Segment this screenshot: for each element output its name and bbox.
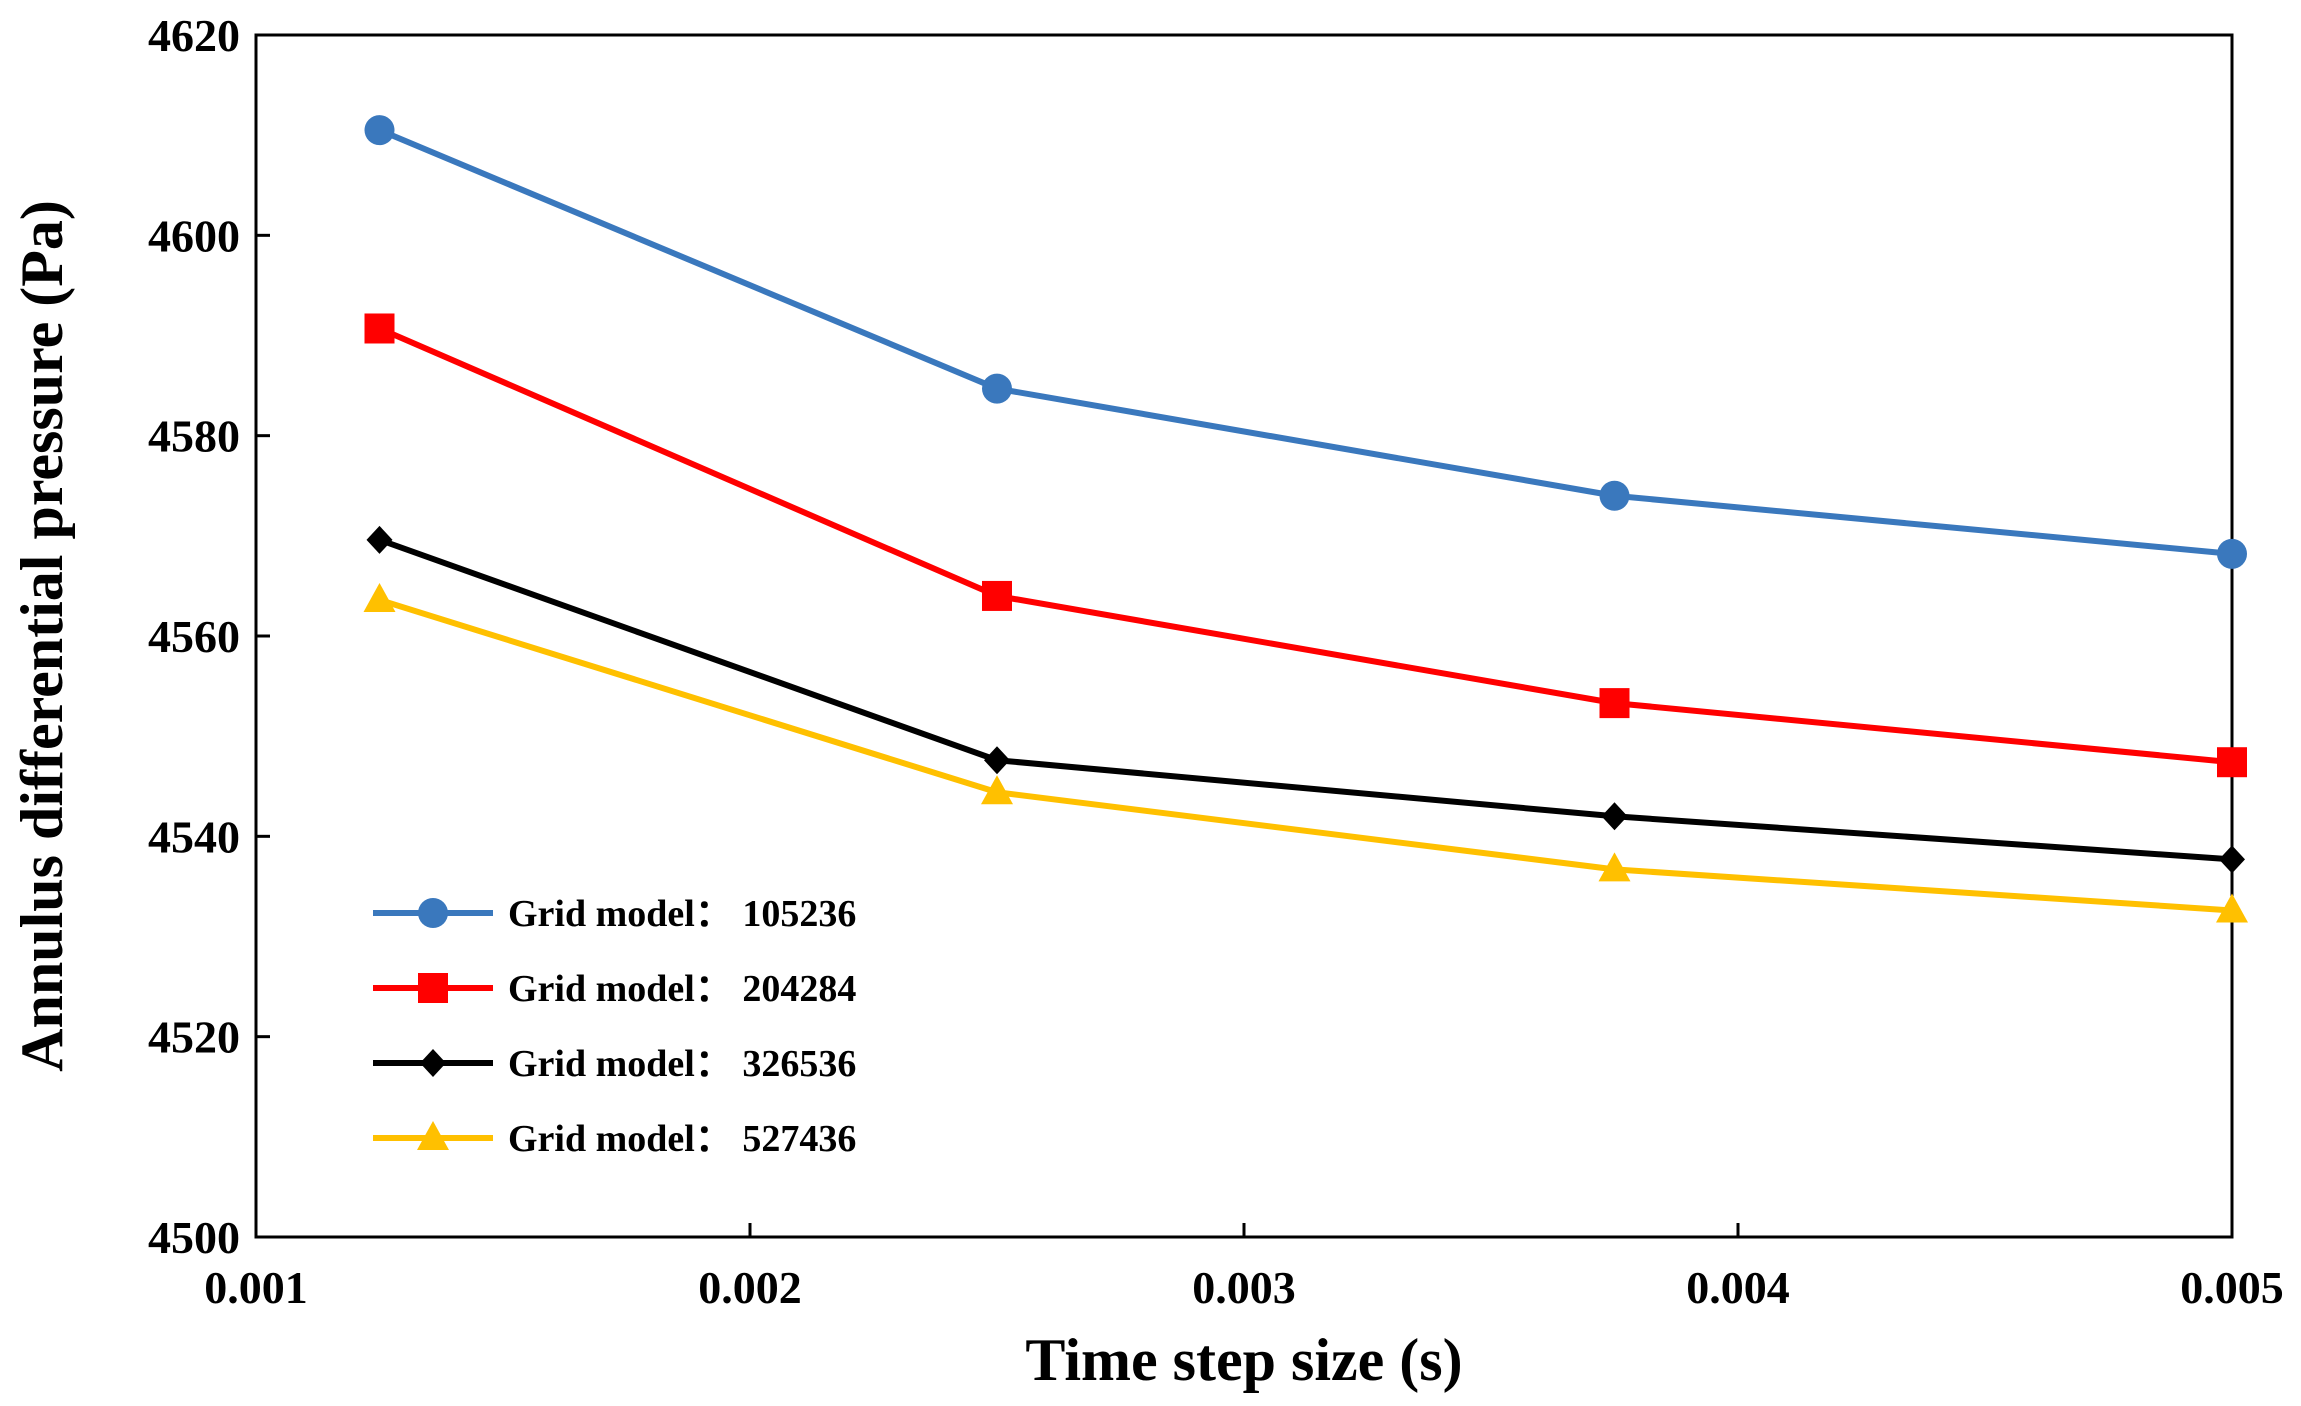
- y-tick-label: 4560: [148, 611, 240, 662]
- legend-marker: [418, 973, 448, 1003]
- data-point: [364, 115, 395, 146]
- series-line: [378, 127, 2233, 557]
- y-tick-label: 4600: [148, 210, 240, 261]
- legend-marker: [418, 898, 448, 928]
- y-axis: 4500 4520 4540 4560 4580 4600 4620: [148, 10, 270, 1263]
- data-point: [2217, 747, 2247, 778]
- y-tick-label: 4520: [148, 1012, 240, 1063]
- legend-item: Grid model： 527436: [373, 1118, 856, 1160]
- y-tick-label: 4500: [148, 1212, 240, 1263]
- y-tick-label: 4580: [148, 411, 240, 462]
- data-point: [1599, 688, 1630, 719]
- data-point: [1598, 852, 1631, 882]
- legend: Grid model： 105236 Grid model： 204284 Grid…: [373, 893, 856, 1160]
- data-point: [363, 582, 396, 612]
- y-axis-title: Annulus differential pressure (Pa): [9, 200, 75, 1072]
- series-4: [363, 582, 2248, 923]
- x-tick-label: 0.001: [204, 1262, 308, 1313]
- legend-label: Grid model： 326536: [508, 1043, 856, 1085]
- data-point: [2217, 538, 2247, 569]
- x-tick-label: 0.002: [698, 1262, 802, 1313]
- series-line: [378, 597, 2233, 914]
- data-point: [2216, 893, 2248, 923]
- x-axis: 0.001 0.002 0.003 0.004 0.005: [204, 1223, 2284, 1313]
- series-1: [364, 115, 2247, 569]
- data-point: [982, 373, 1012, 404]
- series-3: [366, 525, 2245, 874]
- legend-label: Grid model： 527436: [508, 1118, 856, 1160]
- legend-label: Grid model： 204284: [508, 968, 856, 1010]
- series-line: [378, 325, 2233, 766]
- legend-label: Grid model： 105236: [508, 893, 856, 935]
- x-tick-label: 0.004: [1686, 1262, 1790, 1313]
- data-point: [364, 313, 395, 344]
- data-point: [981, 775, 1013, 805]
- data-point: [366, 525, 393, 554]
- y-tick-label: 4620: [148, 10, 240, 61]
- data-point: [1601, 802, 1628, 831]
- series-layer: [363, 115, 2248, 923]
- legend-marker: [420, 1049, 446, 1077]
- legend-marker: [417, 1121, 449, 1150]
- y-tick-label: 4540: [148, 811, 240, 862]
- x-axis-title: Time step size (s): [1025, 1327, 1462, 1393]
- legend-item: Grid model： 204284: [373, 968, 856, 1010]
- legend-item: Grid model： 105236: [373, 893, 856, 935]
- data-point: [982, 580, 1012, 611]
- x-tick-label: 0.005: [2180, 1262, 2284, 1313]
- series-2: [364, 313, 2247, 778]
- legend-item: Grid model： 326536: [373, 1043, 856, 1085]
- data-point: [1599, 480, 1630, 511]
- data-point: [2219, 845, 2245, 874]
- data-point: [984, 746, 1010, 775]
- x-tick-label: 0.003: [1192, 1262, 1296, 1313]
- series-line: [378, 537, 2233, 863]
